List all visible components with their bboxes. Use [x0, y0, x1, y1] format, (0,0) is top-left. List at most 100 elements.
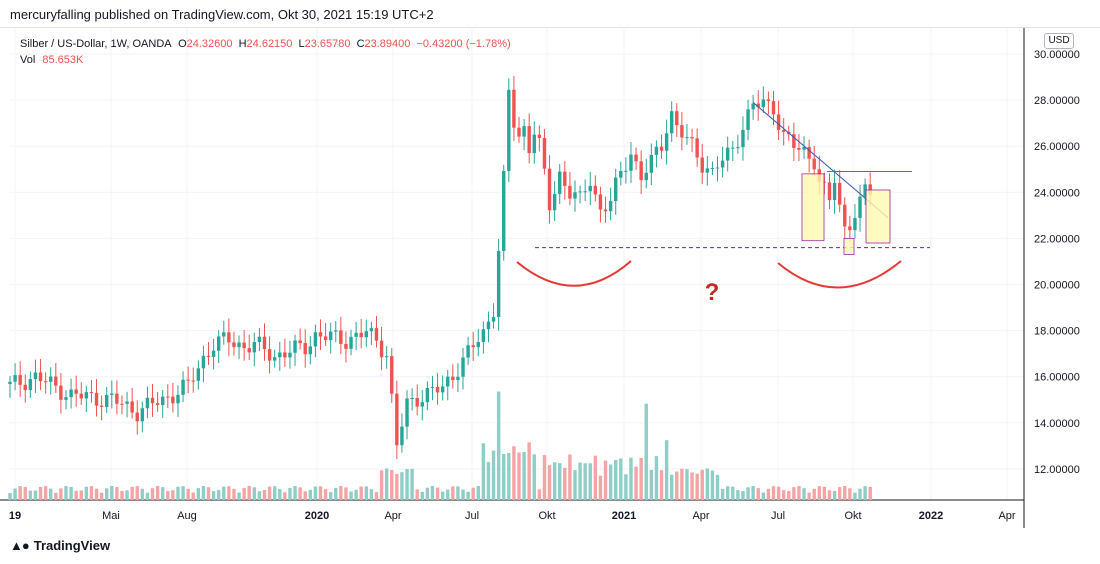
volume-bar — [685, 469, 689, 500]
candle-body — [451, 376, 455, 380]
candle-body — [486, 321, 491, 330]
volume-bar — [512, 446, 516, 500]
candle-body — [461, 357, 465, 377]
volume-bar — [105, 488, 109, 500]
price-tick-label: 26.00000 — [1034, 141, 1080, 153]
candle-body — [837, 182, 842, 205]
candle-body — [812, 158, 816, 170]
footer-brand-text: TradingView — [33, 538, 111, 553]
time-tick-label: 2022 — [919, 510, 943, 522]
volume-bar — [339, 486, 343, 500]
volume-bar — [578, 462, 582, 500]
volume-bar — [110, 486, 114, 500]
volume-bar — [705, 468, 710, 500]
candle-body — [710, 167, 715, 169]
volume-bar — [94, 488, 99, 500]
candle-body — [227, 332, 231, 343]
volume-bar — [741, 491, 745, 500]
volume-bar — [84, 486, 89, 500]
candle-body — [695, 138, 699, 158]
price-tick-label: 28.00000 — [1034, 95, 1080, 107]
volume-bar — [349, 491, 353, 500]
candle-body — [18, 375, 22, 385]
volume-bar — [272, 486, 277, 500]
candle-body — [379, 340, 384, 358]
volume-bar — [191, 492, 195, 500]
candle-body — [430, 387, 435, 389]
candle-body — [776, 114, 781, 130]
candle-body — [339, 330, 343, 344]
time-tick-label: Apr — [384, 510, 401, 522]
volume-bar — [410, 468, 414, 500]
legend-low-value: 23.65780 — [304, 38, 351, 50]
volume-bar — [390, 469, 394, 500]
candle-body — [288, 352, 292, 358]
volume-bar — [680, 468, 684, 500]
candle-body — [853, 217, 857, 231]
volume-bar — [451, 486, 455, 500]
candle-body — [364, 331, 368, 338]
candle-body — [125, 401, 129, 404]
volume-bar — [837, 487, 842, 500]
volume-bar — [374, 492, 379, 500]
candle-body — [181, 379, 185, 395]
candle-body — [33, 372, 38, 380]
candle-body — [756, 103, 760, 108]
candle-body — [563, 171, 567, 186]
candle-body — [644, 172, 648, 181]
candle-body — [527, 126, 531, 154]
candle-body — [211, 350, 216, 357]
volume-bar — [415, 489, 419, 500]
volume-bar — [54, 492, 58, 500]
candle-body — [425, 387, 430, 403]
candle-body — [344, 343, 348, 349]
candle-body — [664, 133, 669, 151]
candle-body — [318, 332, 323, 337]
footer-brand[interactable]: ▲● TradingView — [10, 538, 110, 553]
candle-body — [654, 146, 659, 155]
volume-bar — [8, 493, 12, 500]
candle-body — [283, 352, 287, 358]
legend-high-value: 24.62150 — [246, 38, 293, 50]
top-bar: mercuryfalling published on TradingView.… — [0, 0, 1100, 28]
volume-bar — [247, 486, 251, 500]
volume-bar — [858, 488, 862, 500]
volume-bar — [120, 490, 124, 500]
candle-body — [715, 167, 720, 169]
candle-body — [69, 389, 73, 398]
candle-body — [64, 397, 68, 400]
volume-bar — [74, 490, 78, 500]
volume-bar — [201, 486, 206, 500]
legend-open-label: O — [178, 38, 187, 50]
candle-body — [731, 147, 735, 149]
candle-body — [257, 336, 262, 343]
volume-bar — [237, 492, 241, 500]
candle-body — [313, 332, 318, 347]
chart-area[interactable]: 30.00000 28.00000 26.00000 24.00000 22.00000… — [0, 28, 1100, 528]
candle-body — [94, 392, 99, 406]
candle-body — [120, 403, 124, 405]
volume-bar — [736, 490, 740, 500]
candle-body — [232, 342, 236, 348]
volume-bar — [700, 469, 704, 500]
currency-badge[interactable]: USD — [1044, 33, 1074, 49]
volume-bar — [303, 491, 307, 500]
chart-legend: Silber / US-Dollar, 1W, OANDA O24.32600 … — [20, 36, 511, 68]
candle-body — [405, 398, 409, 427]
volume-bar — [176, 486, 180, 500]
price-chart[interactable]: 30.00000 28.00000 26.00000 24.00000 22.00000… — [0, 28, 1100, 528]
volume-bar — [161, 487, 165, 500]
candle-body — [135, 412, 139, 422]
volume-bar — [670, 474, 674, 500]
volume-bar — [781, 490, 786, 500]
candle-body — [130, 401, 134, 413]
volume-bar — [242, 488, 246, 500]
volume-bar — [369, 489, 374, 500]
volume-bar — [588, 463, 592, 500]
candle-body — [588, 185, 592, 192]
volume-bar — [38, 486, 43, 500]
time-tick-label: Okt — [844, 510, 861, 522]
candle-body — [374, 328, 379, 341]
candle-body — [186, 379, 190, 381]
candle-body — [705, 168, 710, 173]
